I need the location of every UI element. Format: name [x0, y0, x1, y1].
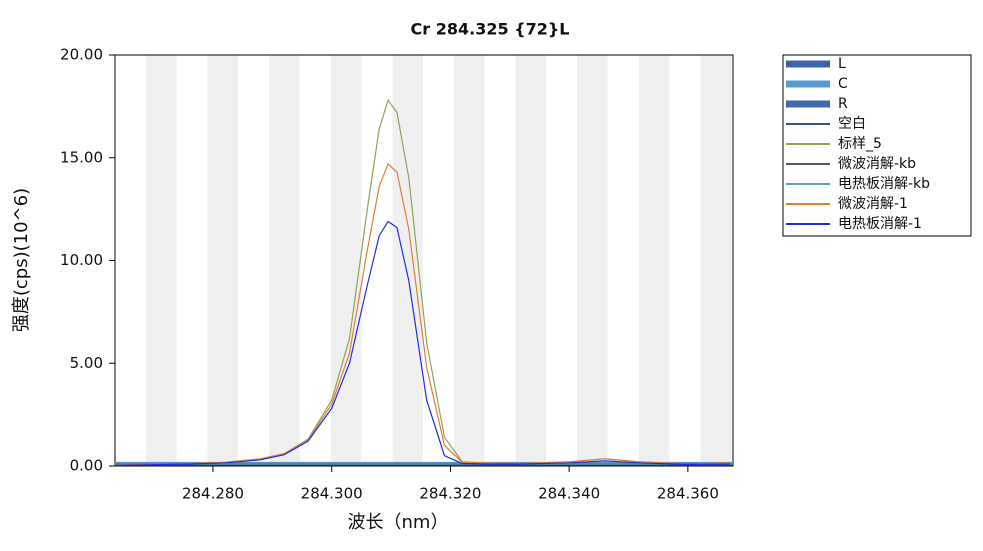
legend-label: 空白 [838, 116, 866, 132]
legend-label: 微波消解-1 [838, 196, 908, 212]
legend-label: L [838, 56, 846, 72]
legend-label: C [838, 76, 848, 92]
series-line [117, 162, 730, 466]
x-tick-label: 284.360 [657, 485, 719, 503]
legend-label: 电热板消解-kb [838, 176, 930, 192]
x-tick-label: 284.300 [301, 485, 363, 503]
band [146, 55, 177, 466]
band [577, 55, 608, 466]
chart-title: Cr 284.325 {72}L [411, 20, 570, 39]
x-axis-title: 波长（nm） [348, 512, 449, 533]
y-tick-label: 5.00 [70, 354, 103, 372]
y-tick-label: 15.00 [60, 148, 103, 166]
legend-label: 电热板消解-1 [838, 216, 922, 232]
band [700, 55, 731, 466]
y-tick-label: 10.00 [60, 251, 103, 269]
x-tick-label: 284.280 [182, 485, 244, 503]
band [454, 55, 485, 466]
y-tick-label: 0.00 [70, 457, 103, 475]
x-tick-label: 284.320 [419, 485, 481, 503]
band [269, 55, 300, 466]
band [638, 55, 670, 466]
band [207, 55, 239, 466]
band [330, 55, 362, 466]
series-line [117, 220, 730, 466]
y-axis-title: 强度(cps)(10^6) [11, 188, 32, 332]
background-bands [146, 55, 731, 466]
legend-label: R [838, 96, 848, 112]
legend-label: 微波消解-kb [838, 156, 916, 172]
band [515, 55, 547, 466]
x-tick-label: 284.340 [538, 485, 600, 503]
legend-label: 标样_5 [838, 136, 882, 152]
y-tick-label: 20.00 [60, 46, 103, 64]
